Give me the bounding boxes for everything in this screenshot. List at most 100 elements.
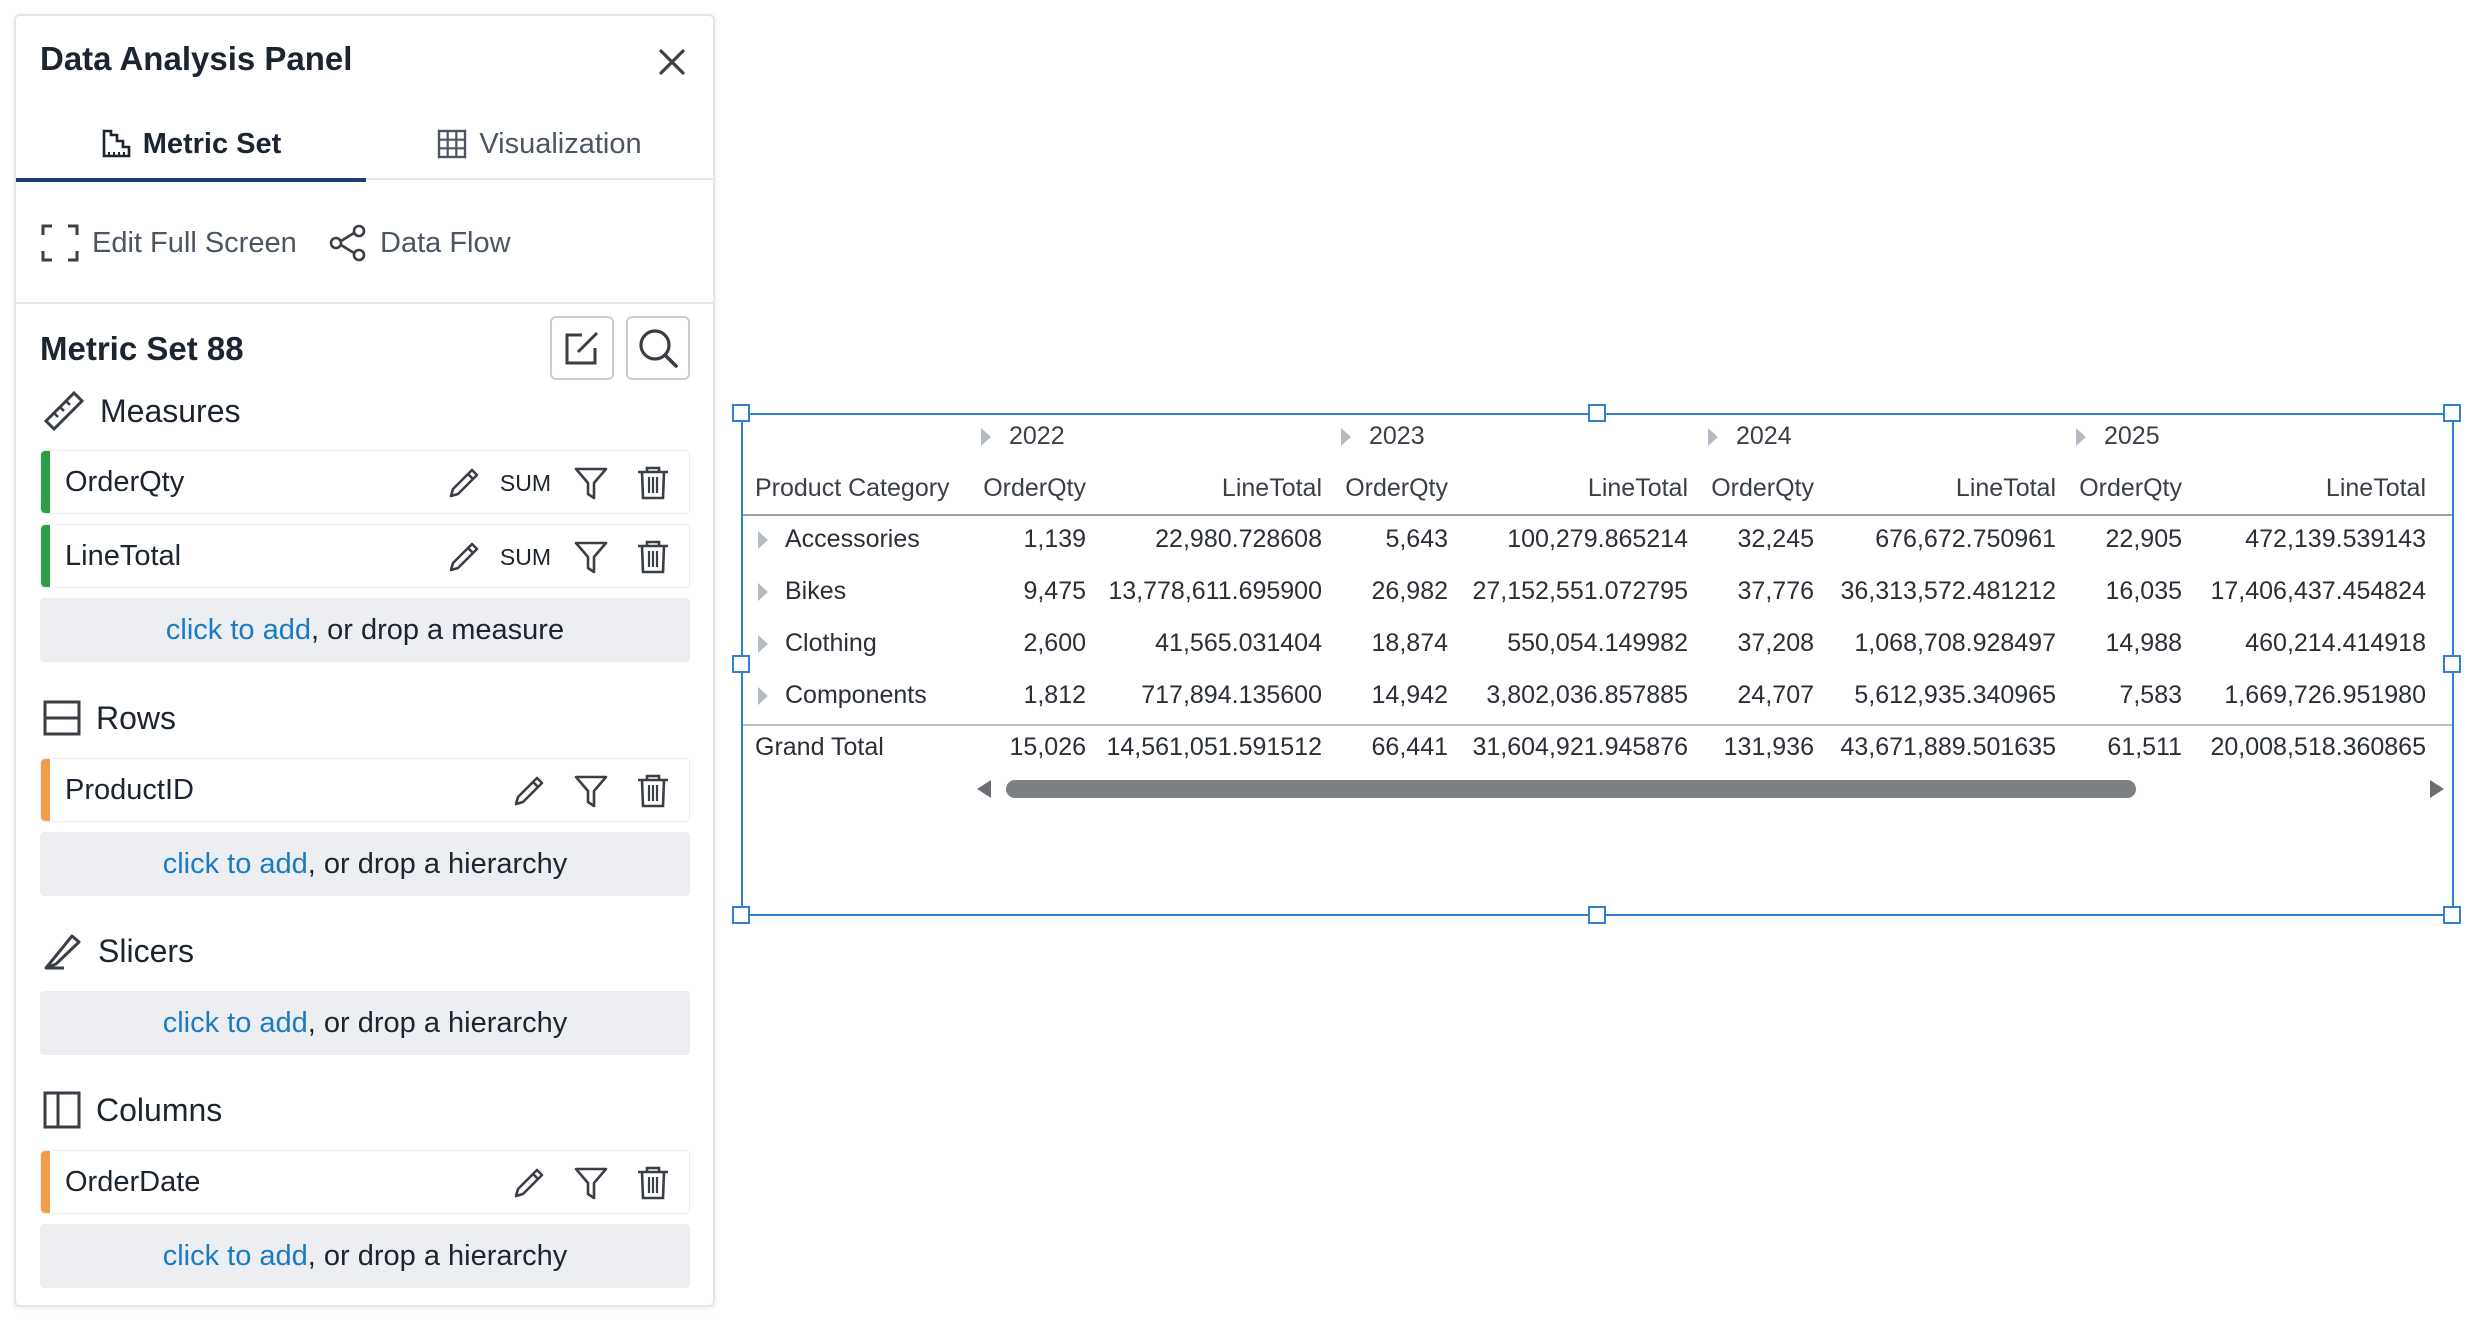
table-cell: 24,707 <box>1737 681 1814 709</box>
edit-full-screen-button[interactable]: Edit Full Screen <box>40 218 297 268</box>
rows-add-link[interactable]: click to add <box>162 847 308 880</box>
filter-field-button[interactable] <box>565 1157 617 1209</box>
fullscreen-icon <box>41 224 79 262</box>
field-name: LineTotal <box>65 539 182 572</box>
filter-field-button[interactable] <box>565 457 617 509</box>
row-header-product-category: Product Category <box>755 474 950 502</box>
year-header[interactable]: 2025 <box>2104 422 2160 450</box>
grand-total-cell: 20,008,518.360865 <box>2210 733 2427 761</box>
year-header[interactable]: 2024 <box>1736 422 1792 450</box>
field-actions: SUM <box>428 525 679 589</box>
expand-year-arrow-icon[interactable] <box>1341 428 1351 446</box>
table-cell: 22,905 <box>2105 525 2182 553</box>
row-label[interactable]: Clothing <box>785 629 877 657</box>
row-field-productid[interactable]: ProductID <box>40 758 690 822</box>
table-cell: 676,672.750961 <box>1875 525 2056 553</box>
expand-row-arrow-icon[interactable] <box>758 531 768 549</box>
rows-dropzone[interactable]: click to add, or drop a hierarchy <box>40 832 690 896</box>
grand-total-cell: 14,561,051.591512 <box>1106 733 1323 761</box>
grand-total-label: Grand Total <box>755 733 884 761</box>
columns-add-link[interactable]: click to add <box>162 1239 308 1272</box>
expand-year-arrow-icon[interactable] <box>981 428 991 446</box>
measures-add-link[interactable]: click to add <box>165 613 311 646</box>
filter-field-button[interactable] <box>565 531 617 583</box>
aggregation-button[interactable]: SUM <box>499 469 551 496</box>
delete-field-button[interactable] <box>627 765 679 817</box>
edit-field-button[interactable] <box>503 765 555 817</box>
table-cell: 7,583 <box>2119 681 2182 709</box>
measures-drop-hint: , or drop a measure <box>311 613 565 646</box>
measure-header: OrderQty <box>983 474 1086 502</box>
scroll-left-arrow[interactable] <box>977 780 991 798</box>
expand-row-arrow-icon[interactable] <box>758 635 768 653</box>
measure-color-bar <box>41 525 50 587</box>
tab-label: Visualization <box>479 127 642 160</box>
table-cell: 16,035 <box>2105 577 2182 605</box>
panel-toolbar: Edit Full Screen Data Flow <box>16 182 713 304</box>
resize-handle-top-right[interactable] <box>2443 404 2461 422</box>
row-label[interactable]: Components <box>785 681 927 709</box>
field-actions: SUM <box>428 451 679 515</box>
table-cell: 14,942 <box>1371 681 1448 709</box>
table-cell: 5,643 <box>1385 525 1448 553</box>
table-cell: 32,245 <box>1737 525 1814 553</box>
measure-field-linetotal[interactable]: LineTotal SUM <box>40 524 690 588</box>
row-label[interactable]: Accessories <box>785 525 920 553</box>
table-cell: 36,313,572.481212 <box>1840 577 2057 605</box>
table-cell: 1,068,708.928497 <box>1854 629 2056 657</box>
row-label[interactable]: Bikes <box>785 577 847 605</box>
scrollbar-thumb[interactable] <box>1006 780 2136 798</box>
search-metric-set-button[interactable] <box>626 316 690 380</box>
table-cell: 17,406,437.454824 <box>2210 577 2427 605</box>
table-cell: 2,600 <box>1023 629 1086 657</box>
resize-handle-left[interactable] <box>732 655 750 673</box>
resize-handle-top-left[interactable] <box>732 404 750 422</box>
header-divider <box>743 514 2452 516</box>
edit-metric-set-button[interactable] <box>550 316 614 380</box>
resize-handle-bottom-left[interactable] <box>732 906 750 924</box>
delete-field-button[interactable] <box>627 531 679 583</box>
close-button[interactable] <box>652 42 692 82</box>
filter-icon <box>574 775 608 808</box>
panel-tabs: Metric Set Visualization <box>16 108 713 182</box>
edit-field-button[interactable] <box>438 457 490 509</box>
column-field-orderdate[interactable]: OrderDate <box>40 1150 690 1214</box>
pencil-icon <box>449 468 479 498</box>
year-header[interactable]: 2023 <box>1369 422 1425 450</box>
expand-row-arrow-icon[interactable] <box>758 583 768 601</box>
aggregation-button[interactable]: SUM <box>499 543 551 570</box>
tab-metric-set[interactable]: Metric Set <box>16 108 366 182</box>
resize-handle-bottom[interactable] <box>1588 906 1606 924</box>
data-flow-button[interactable]: Data Flow <box>328 218 511 268</box>
resize-handle-bottom-right[interactable] <box>2443 906 2461 924</box>
slicers-title: Slicers <box>98 932 195 969</box>
grand-total-cell: 61,511 <box>2107 733 2182 761</box>
edit-field-button[interactable] <box>503 1157 555 1209</box>
measure-field-orderqty[interactable]: OrderQty SUM <box>40 450 690 514</box>
year-header[interactable]: 2022 <box>1009 422 1065 450</box>
scroll-right-arrow[interactable] <box>2430 780 2444 798</box>
metric-set-title: Metric Set 88 <box>40 330 244 367</box>
grand-total-cell: 131,936 <box>1723 733 1814 761</box>
tab-visualization[interactable]: Visualization <box>366 108 713 180</box>
delete-field-button[interactable] <box>627 1157 679 1209</box>
resize-handle-right[interactable] <box>2443 655 2461 673</box>
expand-year-arrow-icon[interactable] <box>2076 428 2086 446</box>
grid-icon <box>438 129 467 159</box>
expand-row-arrow-icon[interactable] <box>758 687 768 705</box>
grand-total-cell: 31,604,921.945876 <box>1472 733 1689 761</box>
table-cell: 1,669,726.951980 <box>2224 681 2426 709</box>
columns-dropzone[interactable]: click to add, or drop a hierarchy <box>40 1224 690 1288</box>
edit-square-icon <box>565 331 599 365</box>
delete-field-button[interactable] <box>627 457 679 509</box>
filter-field-button[interactable] <box>565 765 617 817</box>
slicers-dropzone[interactable]: click to add, or drop a hierarchy <box>40 991 690 1055</box>
expand-year-arrow-icon[interactable] <box>1708 428 1718 446</box>
table-cell: 13,778,611.695900 <box>1108 577 1322 605</box>
slicers-add-link[interactable]: click to add <box>162 1006 308 1039</box>
measures-dropzone[interactable]: click to add, or drop a measure <box>40 598 690 662</box>
table-cell: 9,475 <box>1023 577 1086 605</box>
resize-handle-top[interactable] <box>1588 404 1606 422</box>
edit-field-button[interactable] <box>438 531 490 583</box>
field-name: ProductID <box>65 773 194 806</box>
